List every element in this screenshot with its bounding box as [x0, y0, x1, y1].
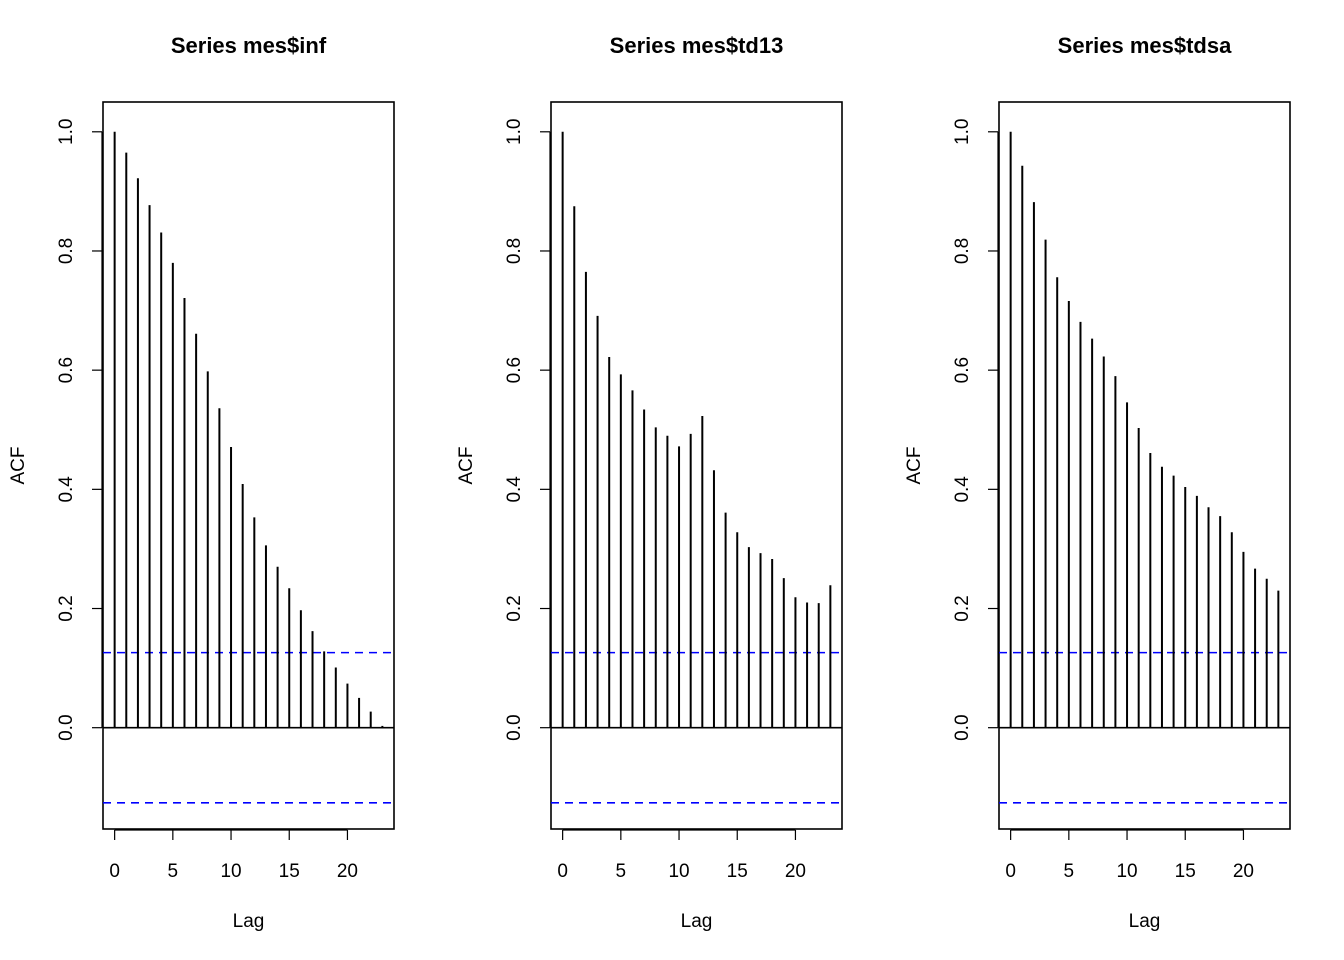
x-tick-label: 10 [1116, 861, 1137, 882]
y-tick-label: 0.2 [56, 595, 77, 621]
x-axis-label: Lag [681, 911, 713, 932]
x-tick-label: 15 [279, 861, 300, 882]
x-tick-label: 5 [168, 861, 179, 882]
y-tick-label: 0.0 [952, 714, 973, 740]
y-tick-label: 0.6 [56, 357, 77, 383]
y-tick-label: 0.2 [504, 595, 525, 621]
x-tick-label: 0 [109, 861, 120, 882]
chart-title: Series mes$td13 [610, 33, 784, 58]
x-tick-label: 5 [616, 861, 627, 882]
y-tick-label: 0.4 [56, 476, 77, 503]
y-tick-label: 0.2 [952, 595, 973, 621]
x-tick-label: 15 [1175, 861, 1196, 882]
y-axis-label: ACF [8, 447, 29, 485]
chart-title: Series mes$inf [171, 33, 327, 58]
x-tick-label: 0 [557, 861, 568, 882]
plot-frame [102, 101, 395, 830]
y-tick-label: 0.4 [952, 476, 973, 503]
y-tick-label: 1.0 [56, 119, 77, 145]
y-tick-label: 0.6 [504, 357, 525, 383]
x-tick-label: 10 [220, 861, 241, 882]
plot-frame [550, 101, 843, 830]
acf-panel-2: Series mes$td13 ACF Lag 0.0 0.2 0.4 0.6 0.8 1.0 0… [456, 33, 843, 932]
x-tick-label: 10 [668, 861, 689, 882]
y-tick-label: 0.6 [952, 357, 973, 383]
x-tick-label: 15 [727, 861, 748, 882]
y-tick-label: 1.0 [952, 119, 973, 145]
y-tick-label: 0.8 [952, 238, 973, 264]
y-tick-label: 0.8 [56, 238, 77, 264]
chart-title: Series mes$tdsa [1058, 33, 1232, 58]
x-tick-label: 20 [337, 861, 358, 882]
x-tick-label: 20 [785, 861, 806, 882]
acf-panel-1: Series mes$inf ACF Lag 0.0 0.2 0.4 0.6 0.8 1.0 0 5… [8, 33, 395, 932]
y-axis-label: ACF [904, 447, 925, 485]
y-tick-label: 0.8 [504, 238, 525, 264]
y-axis-label: ACF [456, 447, 477, 485]
plot-frame [998, 101, 1291, 830]
acf-panel-3: Series mes$tdsa ACF Lag 0.0 0.2 0.4 0.6 0.8 1.0 0… [904, 33, 1291, 932]
x-axis-label: Lag [1129, 911, 1161, 932]
y-tick-label: 0.0 [56, 714, 77, 740]
x-axis-label: Lag [233, 911, 265, 932]
x-tick-label: 0 [1005, 861, 1016, 882]
x-tick-label: 5 [1064, 861, 1075, 882]
x-tick-label: 20 [1233, 861, 1254, 882]
y-tick-label: 1.0 [504, 119, 525, 145]
y-tick-label: 0.4 [504, 476, 525, 503]
y-tick-label: 0.0 [504, 714, 525, 740]
